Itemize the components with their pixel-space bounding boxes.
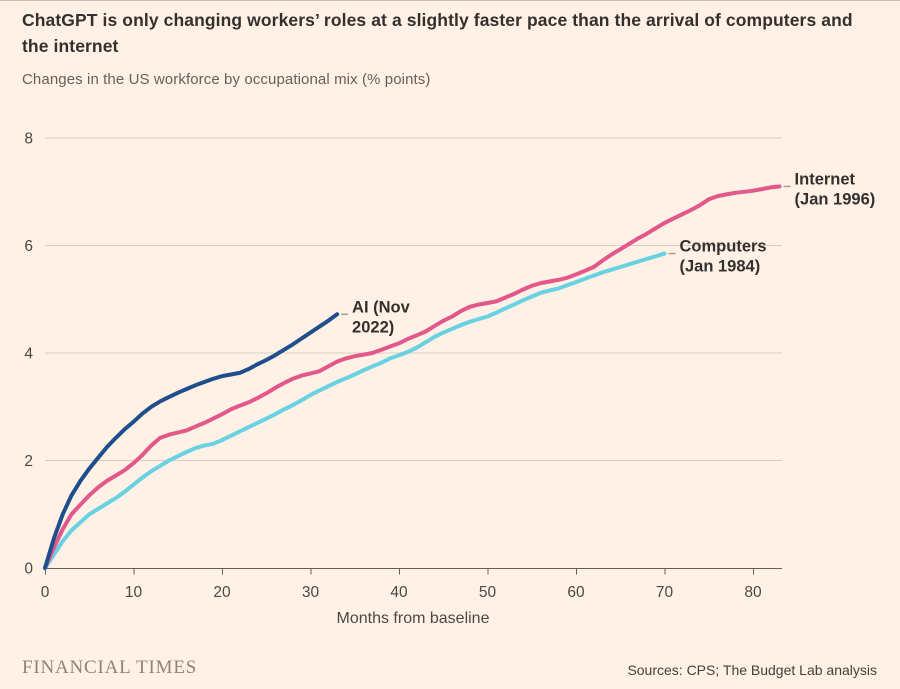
series-line-ainov — [43, 312, 340, 570]
series-label: Computers (Jan 1984) — [680, 238, 767, 276]
y-tick-label: 4 — [24, 346, 33, 363]
series-line-computers — [43, 251, 667, 570]
series-line-internet — [43, 184, 782, 570]
chart-title-line2: the internet — [22, 36, 119, 56]
y-tick-label: 6 — [24, 238, 33, 255]
x-tick-label: 50 — [479, 584, 497, 601]
x-axis-title: Months from baseline — [337, 610, 490, 627]
y-tick-label: 2 — [24, 453, 33, 470]
x-tick-label: 60 — [567, 584, 585, 601]
gridlines — [45, 137, 782, 461]
y-tick-label: 0 — [24, 561, 33, 578]
chart-subtitle: Changes in the US workforce by occupatio… — [22, 71, 431, 88]
y-tick-label: 8 — [24, 131, 33, 148]
x-tick-label: 0 — [41, 584, 50, 601]
series-label: Internet (Jan 1996) — [795, 170, 876, 208]
series-label: AI (Nov 2022) — [352, 298, 411, 336]
x-tick-label: 70 — [656, 584, 674, 601]
x-tick-label: 10 — [125, 584, 143, 601]
chart-title: ChatGPT is only changing workers’ roles … — [22, 7, 884, 59]
x-tick-label: 20 — [213, 584, 231, 601]
x-tick-label: 40 — [390, 584, 408, 601]
data-series — [43, 184, 782, 570]
chart-title-line1: ChatGPT is only changing workers’ roles … — [22, 10, 853, 30]
series-labels: Computers (Jan 1984) Internet (Jan 1996) AI … — [341, 170, 875, 336]
x-tick-label: 30 — [302, 584, 320, 601]
sources-note: Sources: CPS; The Budget Lab analysis — [627, 662, 877, 678]
x-tick-label: 80 — [744, 584, 762, 601]
financial-times-logo: FINANCIAL TIMES — [22, 657, 198, 678]
